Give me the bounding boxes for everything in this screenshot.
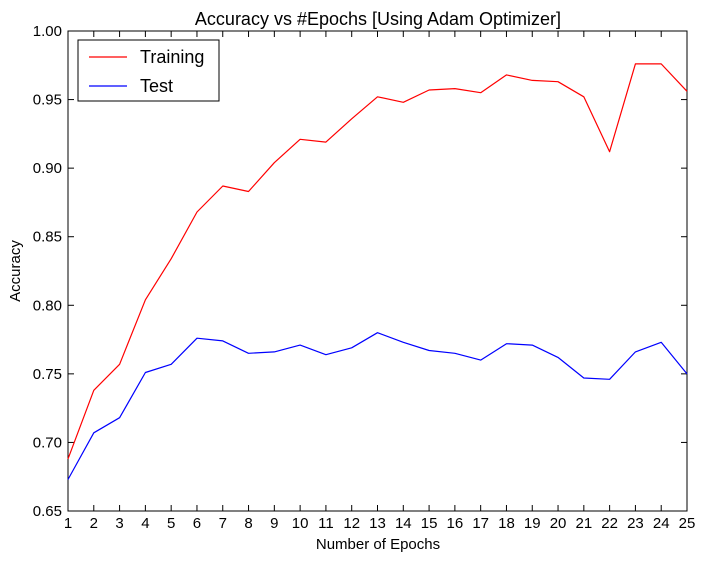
x-tick-label: 23 (627, 515, 644, 532)
x-tick-label: 19 (524, 515, 541, 532)
axis-ticks (67, 30, 688, 512)
x-tick-label: 1 (64, 515, 72, 532)
y-axis-label: Accuracy (7, 240, 24, 302)
y-tick-label: 0.75 (33, 366, 62, 383)
x-tick-label: 7 (219, 515, 227, 532)
chart-title: Accuracy vs #Epochs [Using Adam Optimize… (195, 9, 561, 29)
x-tick-label: 4 (141, 515, 149, 532)
y-tick-label: 0.90 (33, 160, 62, 177)
y-tick-label: 0.80 (33, 297, 62, 314)
x-tick-label: 8 (244, 515, 252, 532)
x-tick-label: 25 (679, 515, 696, 532)
legend-label-training: Training (140, 47, 204, 67)
x-tick-label: 21 (575, 515, 592, 532)
x-tick-label: 17 (472, 515, 489, 532)
y-tick-label: 0.95 (33, 92, 62, 109)
x-tick-label: 13 (369, 515, 386, 532)
y-tick-label: 0.70 (33, 434, 62, 451)
x-tick-label: 12 (343, 515, 360, 532)
series-line-test (67, 332, 688, 480)
legend-label-test: Test (140, 76, 173, 96)
x-tick-label: 20 (550, 515, 567, 532)
legend: Training Test (77, 39, 220, 102)
series-lines (67, 63, 688, 480)
x-tick-label: 9 (270, 515, 278, 532)
x-tick-label: 22 (601, 515, 618, 532)
x-tick-label: 16 (447, 515, 464, 532)
x-axis-label: Number of Epochs (316, 536, 440, 553)
y-tick-labels: 0.65 0.70 0.75 0.80 0.85 0.90 0.95 1.00 (33, 23, 62, 520)
y-tick-label: 1.00 (33, 23, 62, 40)
x-tick-label: 5 (167, 515, 175, 532)
legend-box (77, 39, 220, 102)
x-tick-label: 10 (292, 515, 309, 532)
x-tick-labels: 1 2 3 4 5 6 7 8 9 10 11 12 13 14 15 16 17 18 19 20 21 22 23 24 2… (64, 515, 696, 532)
series-line-training (67, 63, 688, 460)
x-tick-label: 3 (115, 515, 123, 532)
y-tick-label: 0.65 (33, 503, 62, 520)
x-tick-label: 6 (193, 515, 201, 532)
plot-area-frame (67, 30, 688, 512)
x-tick-label: 18 (498, 515, 515, 532)
x-tick-label: 2 (90, 515, 98, 532)
x-tick-label: 15 (421, 515, 438, 532)
x-tick-label: 11 (318, 515, 334, 532)
x-tick-label: 14 (395, 515, 412, 532)
y-tick-label: 0.85 (33, 229, 62, 246)
x-tick-label: 24 (653, 515, 670, 532)
